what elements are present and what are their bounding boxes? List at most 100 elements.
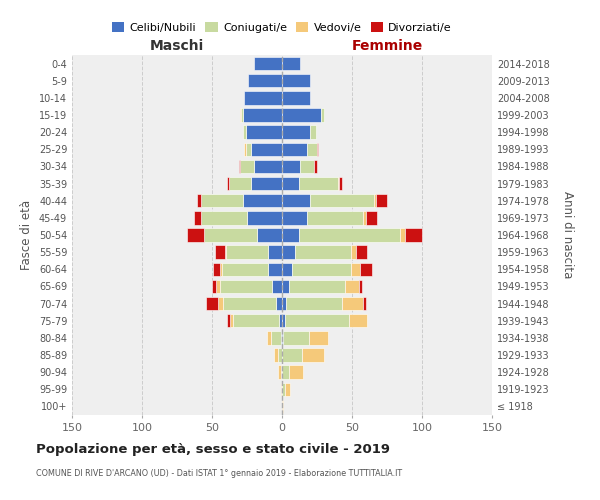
Bar (283, 331, 308, 344)
Bar (363, 211, 366, 224)
Bar (282, 108, 321, 122)
Bar (203, 228, 257, 241)
Bar (220, 280, 272, 293)
Bar (278, 348, 282, 362)
Bar (247, 211, 282, 224)
Bar (282, 91, 310, 104)
Bar (282, 211, 307, 224)
Bar (285, 314, 349, 328)
Bar (299, 228, 400, 241)
Bar (310, 194, 374, 207)
Bar (282, 400, 283, 413)
Bar (282, 348, 302, 362)
Bar (220, 262, 222, 276)
Bar (405, 228, 422, 241)
Bar (240, 160, 254, 173)
Text: COMUNE DI RIVE D'ARCANO (UD) - Dati ISTAT 1° gennaio 2019 - Elaborazione TUTTITA: COMUNE DI RIVE D'ARCANO (UD) - Dati ISTA… (36, 469, 402, 478)
Bar (218, 297, 223, 310)
Bar (214, 262, 220, 276)
Bar (282, 228, 299, 241)
Bar (241, 108, 243, 122)
Bar (277, 297, 282, 310)
Bar (212, 280, 216, 293)
Bar (194, 211, 201, 224)
Bar (295, 246, 350, 259)
Bar (229, 177, 251, 190)
Bar (272, 280, 282, 293)
Bar (289, 366, 303, 379)
Bar (363, 297, 366, 310)
Bar (282, 126, 310, 139)
Bar (338, 177, 340, 190)
Bar (350, 262, 361, 276)
Bar (222, 262, 268, 276)
Bar (245, 126, 282, 139)
Bar (227, 314, 230, 328)
Bar (307, 142, 317, 156)
Bar (400, 228, 405, 241)
Bar (345, 280, 359, 293)
Bar (281, 382, 282, 396)
Bar (223, 297, 277, 310)
Bar (257, 228, 282, 241)
Bar (281, 331, 282, 344)
Bar (233, 314, 279, 328)
Bar (282, 177, 299, 190)
Bar (248, 74, 282, 88)
Bar (282, 160, 300, 173)
Text: Maschi: Maschi (150, 40, 204, 54)
Bar (374, 194, 376, 207)
Bar (292, 262, 350, 276)
Bar (282, 246, 295, 259)
Bar (271, 331, 281, 344)
Bar (187, 228, 203, 241)
Bar (317, 142, 319, 156)
Text: Femmine: Femmine (352, 40, 422, 54)
Bar (266, 331, 271, 344)
Bar (239, 160, 240, 173)
Bar (307, 211, 363, 224)
Bar (299, 177, 338, 190)
Bar (285, 382, 290, 396)
Bar (254, 160, 282, 173)
Bar (289, 280, 345, 293)
Bar (268, 262, 282, 276)
Legend: Celibi/Nubili, Coniugati/e, Vedovi/e, Divorziati/e: Celibi/Nubili, Coniugati/e, Vedovi/e, Di… (107, 18, 457, 37)
Bar (349, 314, 367, 328)
Text: Popolazione per età, sesso e stato civile - 2019: Popolazione per età, sesso e stato civil… (36, 442, 390, 456)
Bar (216, 280, 220, 293)
Bar (282, 280, 289, 293)
Bar (314, 160, 317, 173)
Bar (227, 177, 229, 190)
Bar (282, 366, 289, 379)
Y-axis label: Anni di nascita: Anni di nascita (561, 192, 574, 278)
Bar (240, 108, 241, 122)
Bar (243, 194, 282, 207)
Bar (243, 126, 245, 139)
Bar (282, 142, 307, 156)
Bar (278, 366, 281, 379)
Bar (268, 246, 282, 259)
Bar (282, 314, 285, 328)
Bar (282, 331, 283, 344)
Bar (356, 246, 367, 259)
Bar (254, 57, 282, 70)
Bar (201, 211, 247, 224)
Y-axis label: Fasce di età: Fasce di età (20, 200, 33, 270)
Bar (251, 142, 282, 156)
Bar (201, 194, 243, 207)
Bar (274, 348, 278, 362)
Bar (243, 108, 282, 122)
Bar (286, 297, 342, 310)
Bar (251, 177, 282, 190)
Bar (342, 297, 363, 310)
Bar (215, 246, 224, 259)
Bar (282, 262, 292, 276)
Bar (302, 348, 324, 362)
Bar (300, 160, 314, 173)
Bar (197, 194, 201, 207)
Bar (376, 194, 387, 207)
Bar (282, 297, 286, 310)
Bar (244, 142, 245, 156)
Bar (282, 382, 285, 396)
